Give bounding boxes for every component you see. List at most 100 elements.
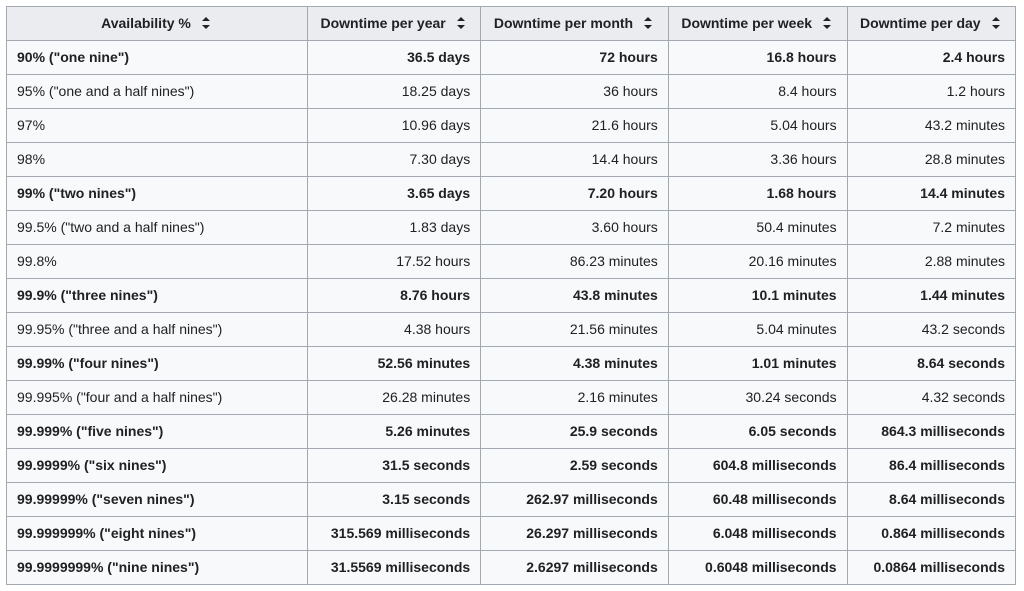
cell-value: 28.8 minutes xyxy=(847,143,1015,177)
col-header-day[interactable]: Downtime per day xyxy=(847,7,1015,41)
cell-value: 86.23 minutes xyxy=(481,245,669,279)
cell-value: 262.97 milliseconds xyxy=(481,483,669,517)
table-row: 99.5% ("two and a half nines")1.83 days3… xyxy=(7,211,1016,245)
cell-value: 18.25 days xyxy=(308,75,481,109)
cell-value: 8.64 seconds xyxy=(847,347,1015,381)
cell-value: 1.2 hours xyxy=(847,75,1015,109)
cell-value: 60.48 milliseconds xyxy=(668,483,847,517)
cell-value: 16.8 hours xyxy=(668,41,847,75)
table-row: 99.99% ("four nines")52.56 minutes4.38 m… xyxy=(7,347,1016,381)
cell-availability: 99.999% ("five nines") xyxy=(7,415,308,449)
cell-value: 0.864 milliseconds xyxy=(847,517,1015,551)
cell-value: 30.24 seconds xyxy=(668,381,847,415)
cell-value: 31.5569 milliseconds xyxy=(308,551,481,585)
cell-availability: 99.995% ("four and a half nines") xyxy=(7,381,308,415)
cell-value: 86.4 milliseconds xyxy=(847,449,1015,483)
cell-value: 2.59 seconds xyxy=(481,449,669,483)
cell-value: 43.2 seconds xyxy=(847,313,1015,347)
cell-availability: 99.9999999% ("nine nines") xyxy=(7,551,308,585)
cell-value: 36.5 days xyxy=(308,41,481,75)
cell-value: 5.26 minutes xyxy=(308,415,481,449)
cell-value: 2.88 minutes xyxy=(847,245,1015,279)
cell-value: 52.56 minutes xyxy=(308,347,481,381)
col-header-label: Availability % xyxy=(101,13,191,34)
cell-value: 8.64 milliseconds xyxy=(847,483,1015,517)
table-row: 95% ("one and a half nines")18.25 days36… xyxy=(7,75,1016,109)
cell-value: 1.01 minutes xyxy=(668,347,847,381)
col-header-availability[interactable]: Availability % xyxy=(7,7,308,41)
cell-value: 20.16 minutes xyxy=(668,245,847,279)
cell-value: 43.8 minutes xyxy=(481,279,669,313)
table-row: 99.95% ("three and a half nines")4.38 ho… xyxy=(7,313,1016,347)
table-row: 99.999999% ("eight nines")315.569 millis… xyxy=(7,517,1016,551)
cell-availability: 99.95% ("three and a half nines") xyxy=(7,313,308,347)
col-header-year[interactable]: Downtime per year xyxy=(308,7,481,41)
cell-value: 31.5 seconds xyxy=(308,449,481,483)
cell-value: 21.6 hours xyxy=(481,109,669,143)
cell-value: 10.96 days xyxy=(308,109,481,143)
cell-value: 3.15 seconds xyxy=(308,483,481,517)
cell-value: 0.6048 milliseconds xyxy=(668,551,847,585)
sort-icon xyxy=(643,17,655,29)
cell-value: 3.36 hours xyxy=(668,143,847,177)
cell-value: 4.38 minutes xyxy=(481,347,669,381)
cell-value: 0.0864 milliseconds xyxy=(847,551,1015,585)
cell-value: 1.68 hours xyxy=(668,177,847,211)
cell-value: 72 hours xyxy=(481,41,669,75)
sort-icon xyxy=(456,17,468,29)
sort-icon xyxy=(991,17,1003,29)
table-row: 99.9999% ("six nines")31.5 seconds2.59 s… xyxy=(7,449,1016,483)
cell-availability: 99.8% xyxy=(7,245,308,279)
header-row: Availability % Downtime per year Downtim… xyxy=(7,7,1016,41)
table-row: 90% ("one nine")36.5 days72 hours16.8 ho… xyxy=(7,41,1016,75)
table-row: 99.995% ("four and a half nines")26.28 m… xyxy=(7,381,1016,415)
availability-table: Availability % Downtime per year Downtim… xyxy=(6,6,1016,585)
cell-value: 6.05 seconds xyxy=(668,415,847,449)
sort-icon xyxy=(822,17,834,29)
cell-value: 50.4 minutes xyxy=(668,211,847,245)
cell-availability: 90% ("one nine") xyxy=(7,41,308,75)
cell-value: 864.3 milliseconds xyxy=(847,415,1015,449)
cell-availability: 99.99% ("four nines") xyxy=(7,347,308,381)
cell-value: 4.32 seconds xyxy=(847,381,1015,415)
cell-value: 8.76 hours xyxy=(308,279,481,313)
cell-value: 14.4 minutes xyxy=(847,177,1015,211)
cell-value: 3.65 days xyxy=(308,177,481,211)
cell-value: 7.30 days xyxy=(308,143,481,177)
cell-availability: 97% xyxy=(7,109,308,143)
table-row: 97%10.96 days21.6 hours5.04 hours43.2 mi… xyxy=(7,109,1016,143)
cell-availability: 99.999999% ("eight nines") xyxy=(7,517,308,551)
table-row: 99.9% ("three nines")8.76 hours43.8 minu… xyxy=(7,279,1016,313)
cell-availability: 99.99999% ("seven nines") xyxy=(7,483,308,517)
table-row: 99.999% ("five nines")5.26 minutes25.9 s… xyxy=(7,415,1016,449)
col-header-week[interactable]: Downtime per week xyxy=(668,7,847,41)
cell-value: 7.20 hours xyxy=(481,177,669,211)
col-header-label: Downtime per month xyxy=(494,13,633,34)
cell-value: 7.2 minutes xyxy=(847,211,1015,245)
cell-value: 26.28 minutes xyxy=(308,381,481,415)
cell-value: 25.9 seconds xyxy=(481,415,669,449)
table-row: 98%7.30 days14.4 hours3.36 hours28.8 min… xyxy=(7,143,1016,177)
cell-value: 2.4 hours xyxy=(847,41,1015,75)
table-row: 99.99999% ("seven nines")3.15 seconds262… xyxy=(7,483,1016,517)
cell-value: 14.4 hours xyxy=(481,143,669,177)
table-header: Availability % Downtime per year Downtim… xyxy=(7,7,1016,41)
cell-value: 8.4 hours xyxy=(668,75,847,109)
col-header-label: Downtime per year xyxy=(320,13,445,34)
cell-value: 5.04 hours xyxy=(668,109,847,143)
col-header-label: Downtime per week xyxy=(681,13,812,34)
cell-value: 1.44 minutes xyxy=(847,279,1015,313)
cell-value: 315.569 milliseconds xyxy=(308,517,481,551)
cell-availability: 95% ("one and a half nines") xyxy=(7,75,308,109)
cell-value: 2.16 minutes xyxy=(481,381,669,415)
table-row: 99.8%17.52 hours86.23 minutes20.16 minut… xyxy=(7,245,1016,279)
cell-value: 3.60 hours xyxy=(481,211,669,245)
cell-value: 1.83 days xyxy=(308,211,481,245)
col-header-month[interactable]: Downtime per month xyxy=(481,7,669,41)
cell-availability: 98% xyxy=(7,143,308,177)
table-row: 99.9999999% ("nine nines")31.5569 millis… xyxy=(7,551,1016,585)
cell-availability: 99.9999% ("six nines") xyxy=(7,449,308,483)
sort-icon xyxy=(201,17,213,29)
cell-value: 10.1 minutes xyxy=(668,279,847,313)
cell-availability: 99.5% ("two and a half nines") xyxy=(7,211,308,245)
